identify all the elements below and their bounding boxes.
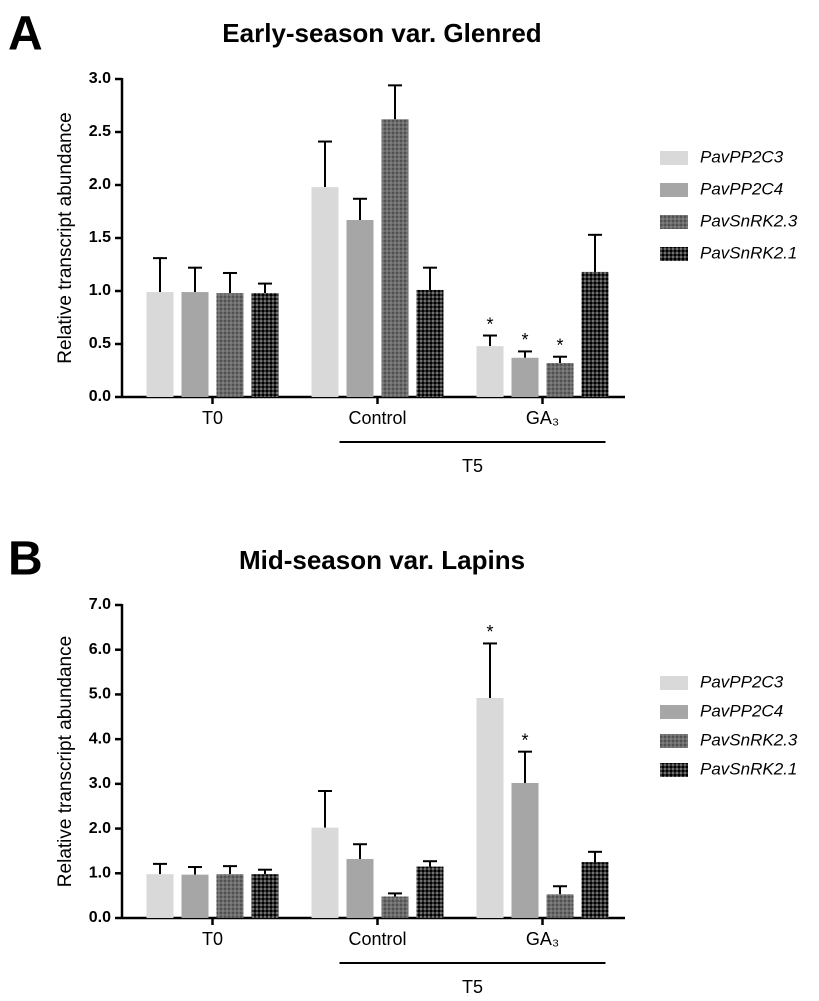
y-tick-label: 3.0 — [89, 775, 111, 792]
legend-swatch — [660, 183, 688, 197]
panel-letter: B — [8, 533, 43, 586]
chart-title: Mid-season var. Lapins — [239, 545, 525, 575]
bar — [381, 119, 409, 397]
bar — [581, 271, 609, 397]
x-tick-label: T0 — [202, 929, 223, 949]
legend-label: PavSnRK2.3 — [700, 211, 798, 230]
group-label: T5 — [462, 977, 483, 997]
legend-swatch — [660, 215, 688, 229]
bar — [311, 827, 339, 918]
significance-marker: * — [556, 335, 563, 355]
legend-swatch — [660, 734, 688, 748]
bar — [311, 187, 339, 397]
bar — [251, 293, 279, 397]
y-tick-label: 0.5 — [89, 335, 111, 352]
bar — [546, 363, 574, 397]
bar — [416, 289, 444, 397]
y-tick-label: 1.0 — [89, 282, 111, 299]
y-tick-label: 1.5 — [89, 229, 111, 246]
significance-marker: * — [521, 730, 528, 750]
y-tick-label: 6.0 — [89, 641, 111, 658]
bar — [476, 698, 504, 918]
x-tick-label: T0 — [202, 408, 223, 428]
y-axis-label: Relative transcript abundance — [55, 636, 76, 887]
panel-letter: A — [8, 8, 43, 61]
bar — [416, 866, 444, 918]
legend-label: PavPP2C3 — [700, 672, 784, 691]
y-tick-label: 2.5 — [89, 123, 111, 140]
bar — [216, 874, 244, 918]
bar — [511, 782, 539, 918]
chart-title: Early-season var. Glenred — [222, 18, 541, 48]
bar — [381, 896, 409, 918]
y-tick-label: 5.0 — [89, 686, 111, 703]
x-tick-label: Control — [348, 929, 406, 949]
y-axis-label: Relative transcript abundance — [55, 112, 76, 363]
legend-swatch — [660, 705, 688, 719]
bar — [346, 858, 374, 918]
legend-swatch — [660, 763, 688, 777]
bar — [476, 346, 504, 397]
bar — [581, 862, 609, 918]
bar — [546, 894, 574, 918]
legend-label: PavSnRK2.3 — [700, 730, 798, 749]
bar — [511, 357, 539, 397]
legend-label: PavSnRK2.1 — [700, 243, 797, 262]
bar — [346, 219, 374, 397]
legend-label: PavPP2C3 — [700, 147, 784, 166]
bar — [181, 292, 209, 397]
bar — [146, 292, 174, 397]
bar — [251, 874, 279, 918]
x-tick-label: GA₃ — [526, 929, 559, 949]
y-tick-label: 0.0 — [89, 388, 111, 405]
y-tick-label: 3.0 — [89, 70, 111, 87]
bar — [181, 874, 209, 918]
legend-swatch — [660, 151, 688, 165]
legend-label: PavPP2C4 — [700, 179, 783, 198]
y-tick-label: 4.0 — [89, 730, 111, 747]
significance-marker: * — [486, 622, 493, 642]
legend-swatch — [660, 247, 688, 261]
legend-label: PavSnRK2.1 — [700, 759, 797, 778]
significance-marker: * — [486, 314, 493, 334]
x-tick-label: Control — [348, 408, 406, 428]
significance-marker: * — [521, 330, 528, 350]
bar — [146, 874, 174, 918]
y-tick-label: 2.0 — [89, 176, 111, 193]
y-tick-label: 0.0 — [89, 909, 111, 926]
y-tick-label: 2.0 — [89, 820, 111, 837]
group-label: T5 — [462, 456, 483, 476]
bar — [216, 293, 244, 397]
y-tick-label: 7.0 — [89, 596, 111, 613]
legend-swatch — [660, 676, 688, 690]
y-tick-label: 1.0 — [89, 865, 111, 882]
legend-label: PavPP2C4 — [700, 701, 783, 720]
x-tick-label: GA₃ — [526, 408, 559, 428]
